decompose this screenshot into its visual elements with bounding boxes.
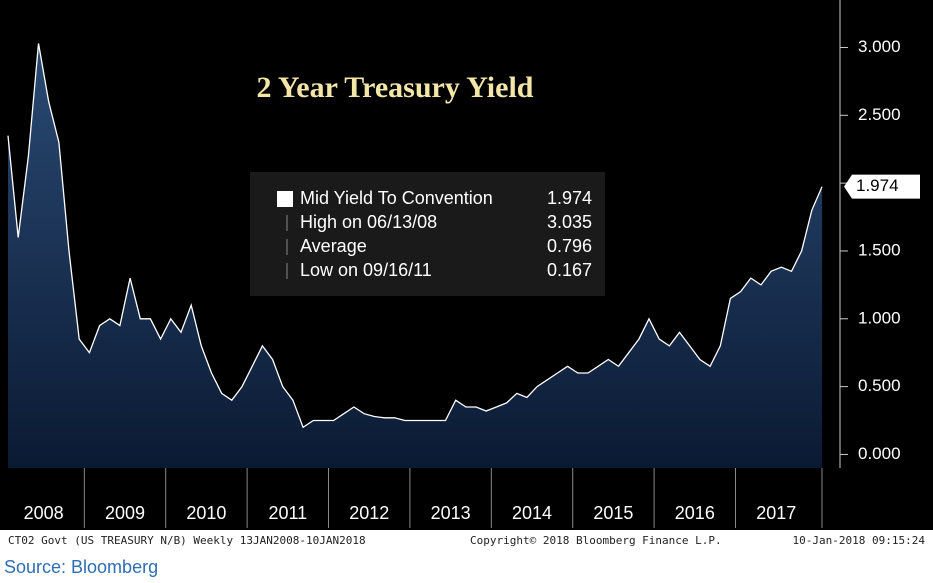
plot: 0.0000.5001.0001.5002.0002.5003.0001.974… xyxy=(7,0,920,528)
y-tick-label: 1.500 xyxy=(858,240,901,259)
legend-value: 0.796 xyxy=(547,236,592,256)
x-tick-label: 2012 xyxy=(349,503,389,523)
x-tick-label: 2010 xyxy=(186,503,226,523)
legend: Mid Yield To Convention 1.974 High on 06/1… xyxy=(277,188,592,280)
legend-label: Average xyxy=(300,236,367,256)
x-tick-label: 2016 xyxy=(675,503,715,523)
y-tick-label: 0.000 xyxy=(858,444,901,463)
footer-left: CT02 Govt (US TREASURY N/B) Weekly 13JAN… xyxy=(8,534,366,547)
last-value-tag xyxy=(844,174,920,199)
x-tick-label: 2009 xyxy=(105,503,145,523)
footer-middle: Copyright© 2018 Bloomberg Finance L.P. xyxy=(470,534,722,547)
area xyxy=(8,43,822,469)
x-tick-label: 2014 xyxy=(512,503,552,523)
legend-label: Mid Yield To Convention xyxy=(300,188,493,208)
legend-value: 1.974 xyxy=(547,188,592,208)
line xyxy=(7,43,823,429)
legend-swatch xyxy=(277,191,293,207)
y-tick-label: 3.000 xyxy=(858,37,901,56)
legend-label: Low on 09/16/11 xyxy=(300,260,432,280)
source: Source: Bloomberg xyxy=(4,557,158,577)
legend-value: 0.167 xyxy=(547,260,592,280)
x-tick-label: 2013 xyxy=(431,503,471,523)
y-tick-label: 1.000 xyxy=(858,308,901,327)
x-tick-label: 2017 xyxy=(756,503,796,523)
footer-right: 10-Jan-2018 09:15:24 xyxy=(793,534,926,547)
legend-value: 3.035 xyxy=(547,212,592,232)
y-tick-label: 0.500 xyxy=(858,376,901,395)
legend-label: High on 06/13/08 xyxy=(300,212,437,232)
y-tick-label: 2.500 xyxy=(858,105,901,124)
chart-title: 2 Year Treasury Yield xyxy=(257,71,534,104)
x-tick-label: 2015 xyxy=(593,503,633,523)
legend-box xyxy=(250,172,605,296)
x-tick-label: 2011 xyxy=(268,503,307,523)
last-value-label: 1.974 xyxy=(856,176,899,195)
x-tick-label: 2008 xyxy=(24,503,64,523)
